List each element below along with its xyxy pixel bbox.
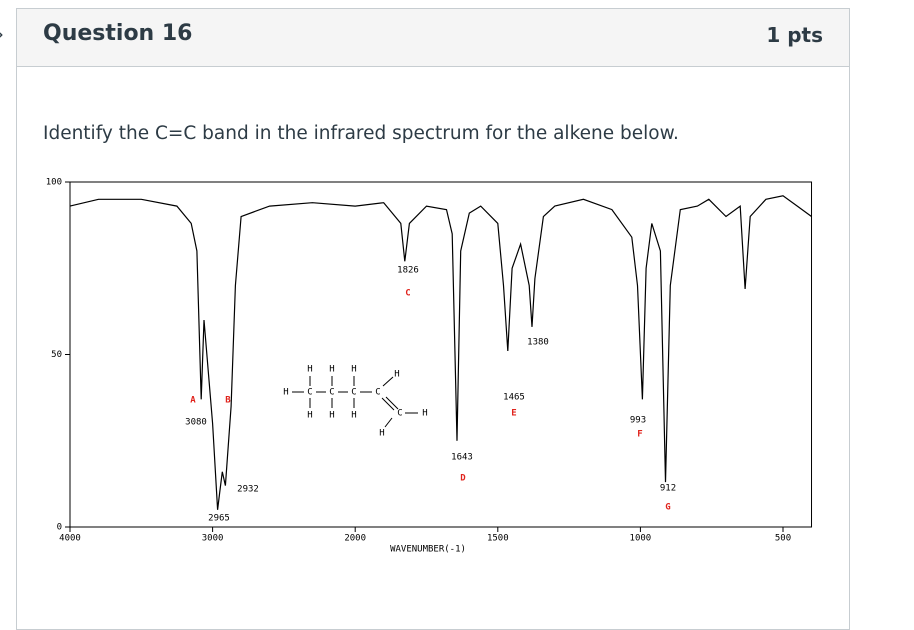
nav-chevron[interactable]: ›: [0, 22, 4, 46]
x-tick-label: 1500: [487, 534, 509, 544]
peak-letter: D: [460, 474, 466, 484]
structure-atom: C: [375, 388, 380, 398]
question-points: 1 pts: [766, 23, 823, 47]
structure-atom: C: [329, 388, 334, 398]
peak-label: 993: [630, 416, 646, 426]
question-text: Identify the C=C band in the infrared sp…: [43, 123, 679, 144]
x-tick-label: 4000: [59, 534, 81, 544]
peak-label: 912: [660, 484, 676, 494]
structure-atom: H: [422, 409, 427, 419]
structure-bond: [381, 397, 395, 411]
structure-atom: H: [329, 365, 334, 375]
spectrum-line: [69, 195, 812, 510]
structure-atom: H: [307, 365, 312, 375]
peak-letter: E: [511, 409, 516, 419]
peak-letter: B: [225, 396, 231, 406]
structure-atom: H: [394, 370, 399, 380]
peak-letter: F: [637, 430, 642, 440]
structure-bond: [385, 396, 399, 410]
x-tick-label: 2000: [344, 534, 366, 544]
peak-label: 2932: [237, 485, 259, 495]
x-tick-label: 3000: [202, 534, 224, 544]
peak-label: 3080: [185, 418, 207, 428]
structure-atom: H: [351, 365, 356, 375]
structure-atom: H: [379, 429, 384, 439]
structure-atom: C: [307, 388, 312, 398]
peak-letter: G: [665, 503, 670, 513]
y-tick-label: 50: [51, 350, 62, 360]
peak-label: 2965: [208, 514, 230, 524]
peak-label: 1826: [397, 266, 419, 276]
y-tick-label: 100: [46, 178, 62, 188]
structure-bond: [384, 417, 393, 428]
x-axis-label: WAVENUMBER(-1): [390, 545, 466, 555]
structure-atom: C: [397, 409, 402, 419]
question-title: Question 16: [43, 21, 193, 46]
structure-bond: [382, 376, 394, 387]
structure-atom: H: [329, 411, 334, 421]
structure-atom: C: [351, 388, 356, 398]
plot-frame: [69, 181, 813, 528]
structure-atom: H: [307, 411, 312, 421]
x-tick-label: 500: [775, 534, 791, 544]
y-tick-label: 0: [57, 523, 62, 533]
x-tick-label: 1000: [630, 534, 652, 544]
structure-atom: H: [351, 411, 356, 421]
peak-letter: C: [405, 289, 410, 299]
peak-letter: A: [190, 396, 196, 406]
question-panel: Question 16 1 pts Identify the C=C band …: [16, 8, 850, 630]
question-header: Question 16 1 pts: [17, 9, 849, 67]
peak-label: 1380: [527, 338, 549, 348]
peak-label: 1465: [503, 393, 525, 403]
peak-label: 1643: [451, 453, 473, 463]
structure-atom: H: [283, 388, 288, 398]
